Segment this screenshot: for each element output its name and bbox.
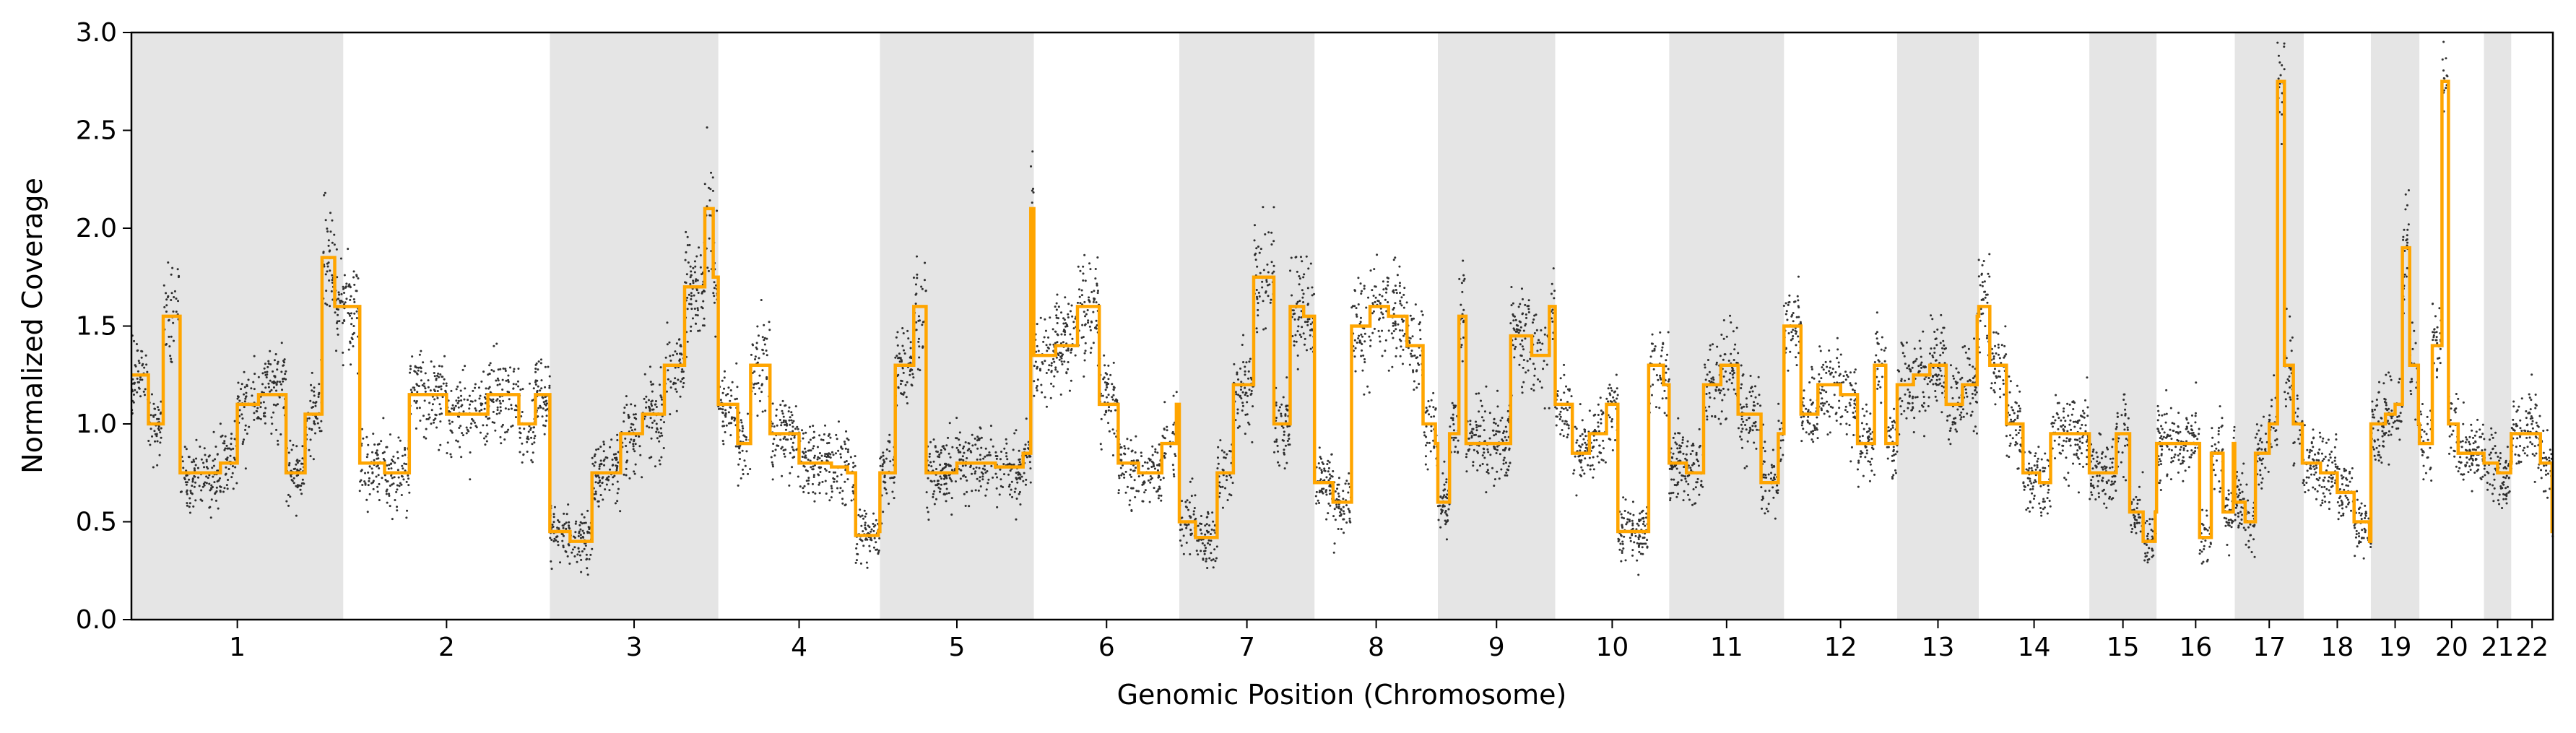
chromosome-band-13 (1896, 32, 1979, 620)
x-tick-label-17: 17 (2252, 633, 2286, 662)
x-tick-label-12: 12 (1824, 633, 1857, 662)
y-tick-label: 2.0 (76, 214, 117, 243)
x-tick-label-13: 13 (1922, 633, 1955, 662)
x-tick-label-4: 4 (791, 633, 807, 662)
x-tick-label-10: 10 (1596, 633, 1629, 662)
x-axis: 1 2 3 4 5 6 7 8 9 10 11 12 13 14 15 16 17 18 19 20 21 22 (229, 620, 2549, 662)
segment-lines (131, 79, 2554, 543)
chromosome-band-7 (1179, 32, 1315, 620)
x-tick-label-8: 8 (1368, 633, 1384, 662)
x-tick-label-16: 16 (2179, 633, 2212, 662)
coverage-points (131, 40, 2554, 576)
x-tick-label-18: 18 (2321, 633, 2354, 662)
x-tick-label-19: 19 (2379, 633, 2412, 662)
chromosome-band-19 (2370, 32, 2420, 620)
x-tick-label-21: 21 (2481, 633, 2515, 662)
x-tick-label-7: 7 (1239, 633, 1255, 662)
x-tick-label-1: 1 (229, 633, 246, 662)
x-axis-title: Genomic Position (Chromosome) (1117, 679, 1567, 711)
coverage-dots (131, 40, 2554, 576)
chromosome-band-11 (1669, 32, 1784, 620)
y-tick-label: 0.0 (76, 605, 117, 635)
segment-step-line (131, 79, 2554, 543)
x-tick-label-3: 3 (626, 633, 643, 662)
y-tick-label: 1.5 (76, 312, 117, 342)
chromosome-band-21 (2484, 32, 2512, 620)
x-tick-label-22: 22 (2515, 633, 2549, 662)
y-axis: 0.0 0.5 1.0 1.5 2.0 2.5 3.0 (76, 18, 131, 635)
x-tick-label-15: 15 (2107, 633, 2140, 662)
x-tick-label-5: 5 (949, 633, 966, 662)
x-tick-label-14: 14 (2018, 633, 2051, 662)
y-tick-label: 1.0 (76, 409, 117, 439)
x-tick-label-20: 20 (2435, 633, 2468, 662)
chromosome-band-5 (880, 32, 1034, 620)
y-tick-label: 0.5 (76, 508, 117, 537)
chromosome-band-17 (2234, 32, 2304, 620)
chromosome-band-9 (1437, 32, 1556, 620)
chromosome-band-1 (131, 32, 344, 620)
chromosome-band-15 (2089, 32, 2157, 620)
y-axis-title: Normalized Coverage (17, 178, 48, 474)
y-tick-label: 3.0 (76, 18, 117, 48)
plot-frame (130, 31, 2554, 621)
x-tick-label-11: 11 (1710, 633, 1743, 662)
x-tick-label-2: 2 (438, 633, 455, 662)
y-tick-label: 2.5 (76, 116, 117, 146)
x-tick-label-9: 9 (1488, 633, 1505, 662)
x-tick-label-6: 6 (1098, 633, 1115, 662)
